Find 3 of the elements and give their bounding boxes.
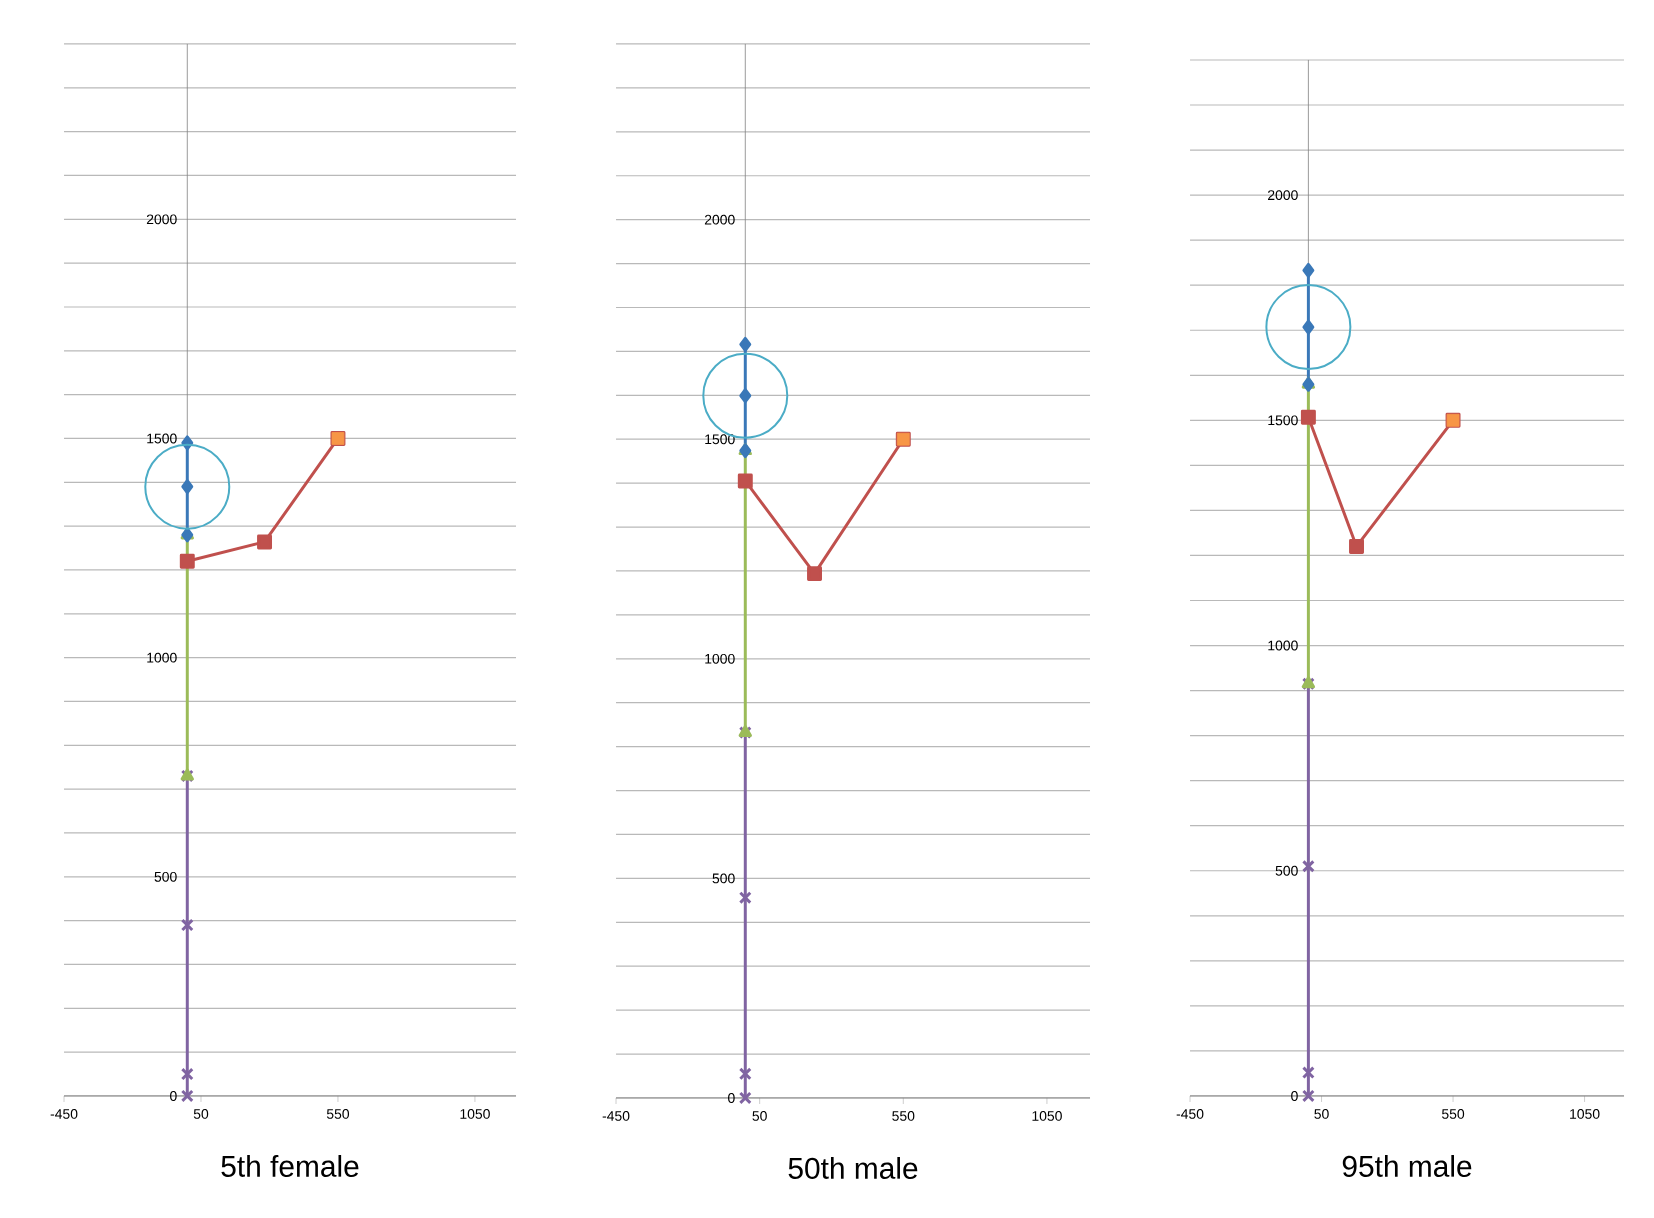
x-axis-title: 50th male	[788, 1157, 918, 1179]
x-axis-title: 95th male	[1342, 1155, 1472, 1177]
x-axis-title: 5th female	[221, 1155, 359, 1177]
